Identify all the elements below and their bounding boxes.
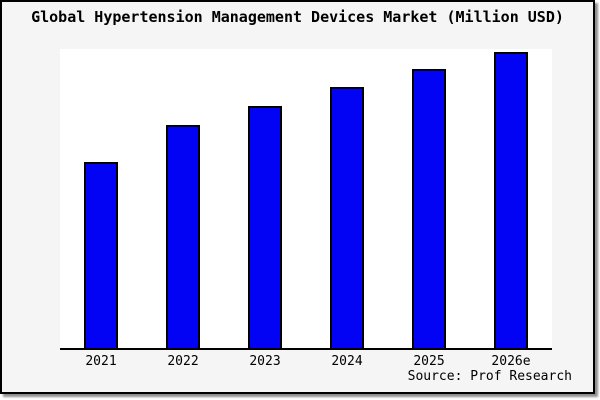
- x-tick-label-2023: 2023: [249, 354, 281, 369]
- bar-2026e: [494, 52, 528, 348]
- x-tick-label-2021: 2021: [85, 354, 117, 369]
- source-attribution: Source: Prof Research: [407, 369, 572, 384]
- x-axis-tick-labels: 2021 2022 2023 2024 2025 2026e: [60, 354, 552, 369]
- x-tick-label-2026e: 2026e: [491, 354, 531, 369]
- chart-title: Global Hypertension Management Devices M…: [31, 8, 564, 26]
- bar-2023: [248, 106, 282, 348]
- chart-frame: Global Hypertension Management Devices M…: [0, 0, 595, 394]
- bar-2025: [412, 69, 446, 348]
- bar-2022: [166, 125, 200, 348]
- x-tick-label-2022: 2022: [167, 354, 199, 369]
- x-tick-label-2024: 2024: [331, 354, 363, 369]
- bar-2021: [84, 162, 118, 348]
- plot-area: [60, 49, 552, 350]
- x-tick-label-2025: 2025: [413, 354, 445, 369]
- bar-2024: [330, 87, 364, 348]
